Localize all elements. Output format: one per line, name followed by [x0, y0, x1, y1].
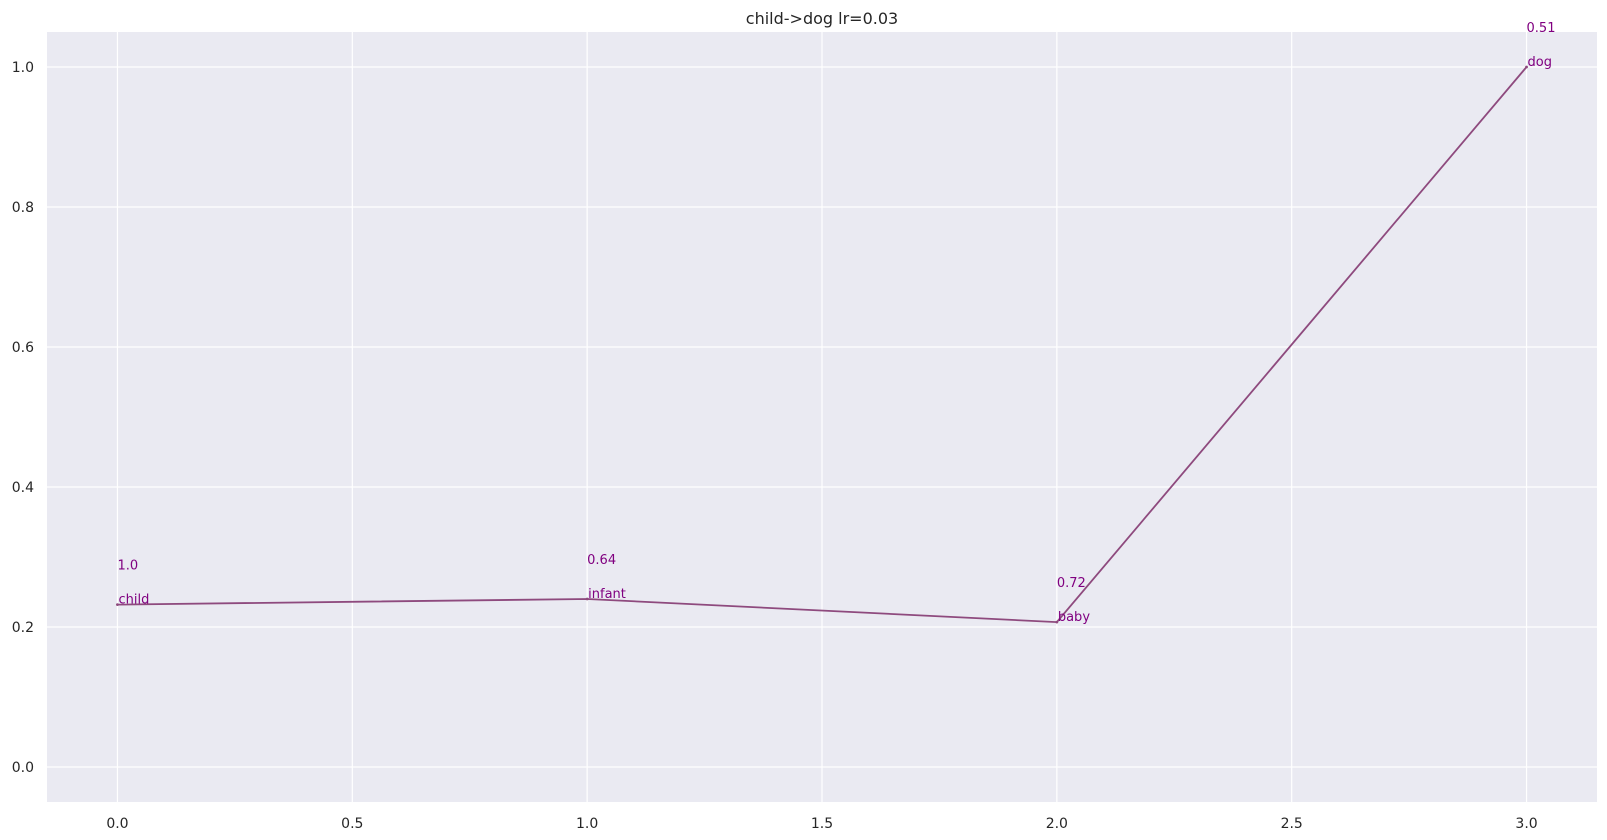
data-point — [1055, 620, 1059, 624]
value-label: 0.64 — [587, 553, 616, 568]
y-tick-label: 0.2 — [12, 620, 34, 636]
y-tick-label: 0.0 — [12, 760, 34, 776]
data-point — [585, 597, 589, 601]
value-label: 0.72 — [1057, 576, 1086, 591]
x-tick-label: 2.0 — [1046, 816, 1068, 832]
series-line-0 — [117, 66, 1528, 624]
y-axis-ticks: 0.0 0.2 0.4 0.6 0.8 1.0 — [12, 60, 34, 776]
x-tick-label: 0.0 — [106, 816, 128, 832]
x-tick-label: 2.5 — [1281, 816, 1303, 832]
data-point — [116, 603, 119, 606]
x-tick-label: 3.0 — [1515, 816, 1537, 832]
x-tick-label: 0.5 — [341, 816, 363, 832]
grid-lines — [47, 32, 1597, 802]
value-label: 0.51 — [1527, 21, 1556, 36]
y-tick-label: 0.6 — [12, 340, 34, 356]
y-tick-label: 0.4 — [12, 480, 34, 496]
series-layer — [116, 65, 1528, 624]
point-label: baby — [1058, 610, 1090, 625]
point-label: infant — [588, 587, 626, 602]
x-tick-label: 1.5 — [811, 816, 833, 832]
y-tick-label: 0.8 — [12, 200, 34, 216]
value-label: 1.0 — [117, 559, 138, 574]
point-label: child — [118, 593, 149, 608]
x-tick-label: 1.0 — [576, 816, 598, 832]
y-tick-label: 1.0 — [12, 60, 34, 76]
data-point — [1525, 65, 1528, 69]
point-label: dog — [1528, 55, 1552, 70]
chart-title: child->dog lr=0.03 — [746, 9, 898, 28]
point-labels-layer: child 1.0 infant 0.64 baby 0.72 dog 0.51 — [117, 21, 1555, 625]
x-axis-ticks: 0.0 0.5 1.0 1.5 2.0 2.5 3.0 — [106, 816, 1537, 832]
